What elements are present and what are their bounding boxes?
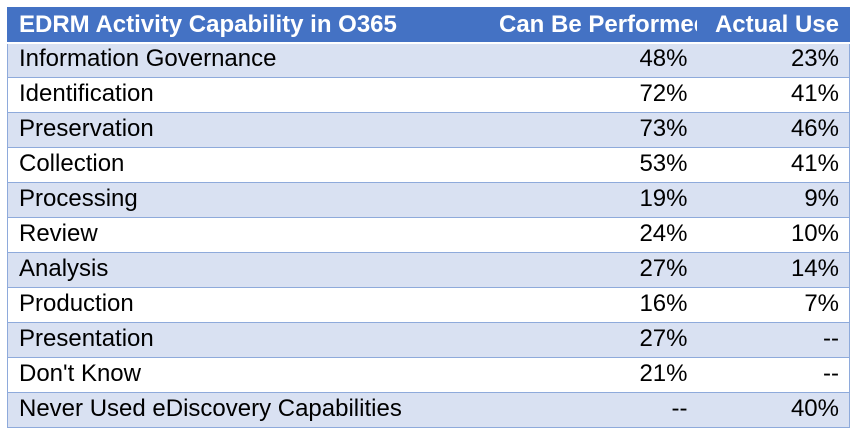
table-body: Information Governance 48% 23% Identific… bbox=[7, 42, 850, 428]
cell-activity: Collection bbox=[7, 147, 488, 183]
cell-actual-use: 9% bbox=[697, 182, 850, 218]
table-row: Analysis 27% 14% bbox=[7, 252, 850, 288]
cell-activity: Production bbox=[7, 287, 488, 323]
cell-can-be-performed: 48% bbox=[487, 42, 698, 78]
cell-actual-use: -- bbox=[697, 357, 850, 393]
cell-actual-use: 7% bbox=[697, 287, 850, 323]
table-row: Presentation 27% -- bbox=[7, 322, 850, 358]
table-row: Production 16% 7% bbox=[7, 287, 850, 323]
cell-can-be-performed: -- bbox=[487, 392, 698, 428]
header-actual-use: Actual Use bbox=[697, 7, 850, 44]
cell-can-be-performed: 21% bbox=[487, 357, 698, 393]
cell-activity: Analysis bbox=[7, 252, 488, 288]
cell-activity: Preservation bbox=[7, 112, 488, 148]
cell-can-be-performed: 24% bbox=[487, 217, 698, 253]
cell-actual-use: 40% bbox=[697, 392, 850, 428]
cell-activity: Review bbox=[7, 217, 488, 253]
cell-activity: Information Governance bbox=[7, 42, 488, 78]
table-header: EDRM Activity Capability in O365 Can Be … bbox=[7, 7, 850, 44]
cell-can-be-performed: 73% bbox=[487, 112, 698, 148]
cell-actual-use: 46% bbox=[697, 112, 850, 148]
cell-can-be-performed: 16% bbox=[487, 287, 698, 323]
cell-activity: Never Used eDiscovery Capabilities bbox=[7, 392, 488, 428]
table-row: Information Governance 48% 23% bbox=[7, 42, 850, 78]
cell-can-be-performed: 53% bbox=[487, 147, 698, 183]
cell-actual-use: 41% bbox=[697, 147, 850, 183]
cell-actual-use: 41% bbox=[697, 77, 850, 113]
cell-actual-use: 23% bbox=[697, 42, 850, 78]
table-row: Identification 72% 41% bbox=[7, 77, 850, 113]
cell-can-be-performed: 19% bbox=[487, 182, 698, 218]
cell-actual-use: -- bbox=[697, 322, 850, 358]
cell-actual-use: 14% bbox=[697, 252, 850, 288]
cell-activity: Don't Know bbox=[7, 357, 488, 393]
table-row: Preservation 73% 46% bbox=[7, 112, 850, 148]
header-can-be-performed: Can Be Performed bbox=[487, 7, 698, 44]
header-activity: EDRM Activity Capability in O365 bbox=[7, 7, 488, 44]
cell-actual-use: 10% bbox=[697, 217, 850, 253]
header-row: EDRM Activity Capability in O365 Can Be … bbox=[7, 7, 850, 44]
edrm-capability-table: EDRM Activity Capability in O365 Can Be … bbox=[7, 7, 850, 428]
table-row: Don't Know 21% -- bbox=[7, 357, 850, 393]
cell-can-be-performed: 27% bbox=[487, 252, 698, 288]
cell-can-be-performed: 72% bbox=[487, 77, 698, 113]
cell-activity: Processing bbox=[7, 182, 488, 218]
cell-can-be-performed: 27% bbox=[487, 322, 698, 358]
table-row: Processing 19% 9% bbox=[7, 182, 850, 218]
table-row: Collection 53% 41% bbox=[7, 147, 850, 183]
table-row: Never Used eDiscovery Capabilities -- 40… bbox=[7, 392, 850, 428]
cell-activity: Presentation bbox=[7, 322, 488, 358]
table-row: Review 24% 10% bbox=[7, 217, 850, 253]
cell-activity: Identification bbox=[7, 77, 488, 113]
